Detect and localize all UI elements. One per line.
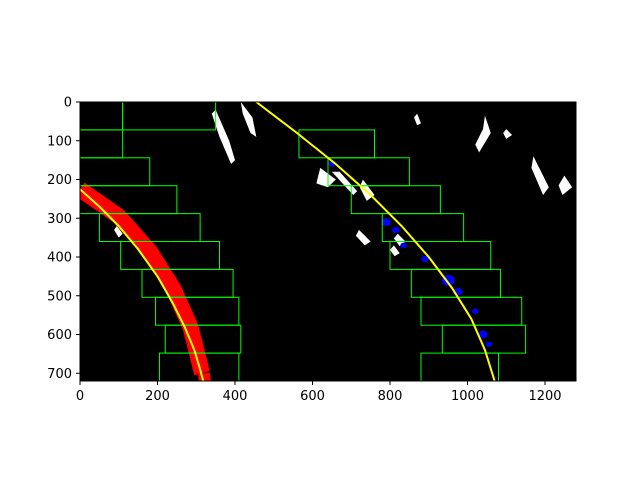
right-lane-pixels bbox=[381, 218, 391, 226]
noise-pixels bbox=[475, 115, 491, 153]
right-lane-pixels bbox=[392, 226, 400, 233]
left-lane-pixels bbox=[198, 372, 211, 381]
left-window bbox=[158, 352, 240, 381]
y-tick-label: 0 bbox=[64, 96, 72, 111]
right-lane-pixels bbox=[421, 255, 429, 263]
y-tick-label: 500 bbox=[47, 289, 72, 304]
noise-pixels bbox=[316, 167, 336, 188]
axes-frame bbox=[79, 101, 577, 382]
noise-pixels bbox=[390, 245, 400, 257]
x-tick-label: 1000 bbox=[451, 389, 484, 404]
right-lane-pixels bbox=[485, 341, 493, 347]
y-tick-label: 600 bbox=[47, 328, 72, 343]
x-tick-label: 400 bbox=[223, 389, 248, 404]
x-tick-label: 200 bbox=[145, 389, 170, 404]
x-tick-label: 1200 bbox=[528, 389, 561, 404]
y-axis: 0 100 200 300 400 500 600 700 bbox=[47, 96, 80, 382]
right-lane-pixels bbox=[400, 242, 407, 249]
noise-pixels bbox=[503, 129, 513, 139]
noise-pixels bbox=[240, 102, 257, 137]
image-content bbox=[80, 102, 573, 381]
left-fit-line bbox=[80, 188, 205, 381]
noise-pixels bbox=[531, 156, 549, 195]
right-lane-pixels bbox=[471, 308, 479, 314]
noise-pixels bbox=[414, 113, 421, 126]
x-tick-label: 0 bbox=[76, 389, 84, 404]
y-tick-label: 400 bbox=[47, 251, 72, 266]
right-lane-pixels bbox=[478, 330, 488, 339]
noise-pixels bbox=[211, 109, 235, 164]
x-tick-label: 800 bbox=[378, 389, 403, 404]
right-window bbox=[122, 102, 217, 131]
y-tick-label: 300 bbox=[47, 212, 72, 227]
noise-pixels bbox=[114, 226, 123, 238]
right-fit-line bbox=[255, 102, 496, 381]
x-axis: 0 200 400 600 800 1000 1200 bbox=[76, 381, 562, 404]
noise-pixels bbox=[355, 229, 371, 246]
noise-pixels bbox=[558, 175, 573, 195]
x-tick-label: 600 bbox=[300, 389, 325, 404]
right-window bbox=[420, 352, 499, 381]
y-tick-label: 700 bbox=[47, 367, 72, 382]
y-tick-label: 100 bbox=[47, 134, 72, 149]
y-tick-label: 200 bbox=[47, 173, 72, 188]
plot-area bbox=[79, 101, 577, 382]
